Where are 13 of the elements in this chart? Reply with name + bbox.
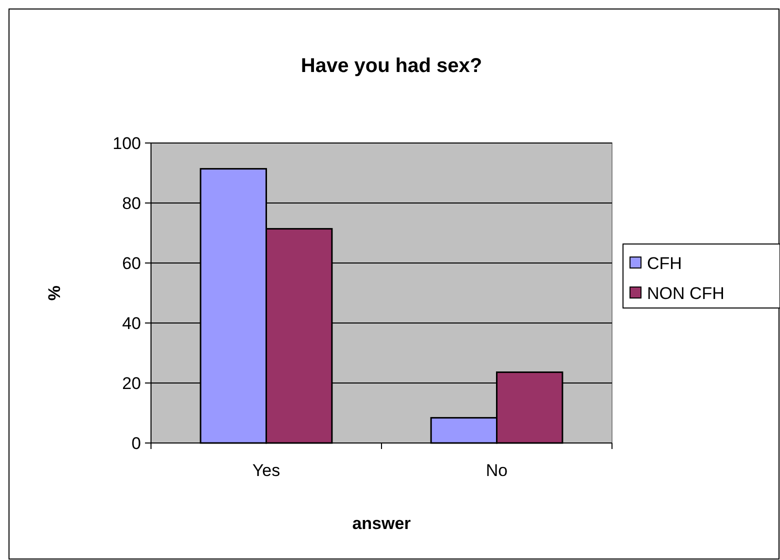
y-tick-label: 40 <box>122 314 141 333</box>
x-tick-label: Yes <box>252 461 280 480</box>
y-axis-title: % <box>45 285 64 301</box>
x-tick-label: No <box>486 461 508 480</box>
y-tick-label: 20 <box>122 374 141 393</box>
y-tick-label: 60 <box>122 254 141 273</box>
chart-title: Have you had sex? <box>300 55 482 77</box>
legend-label: NON CFH <box>647 284 724 303</box>
y-tick-label: 0 <box>132 434 141 453</box>
legend-label: CFH <box>647 254 682 273</box>
y-tick-label: 100 <box>112 134 141 153</box>
y-tick-label: 80 <box>122 194 141 213</box>
x-axis-title: answer <box>352 514 412 533</box>
